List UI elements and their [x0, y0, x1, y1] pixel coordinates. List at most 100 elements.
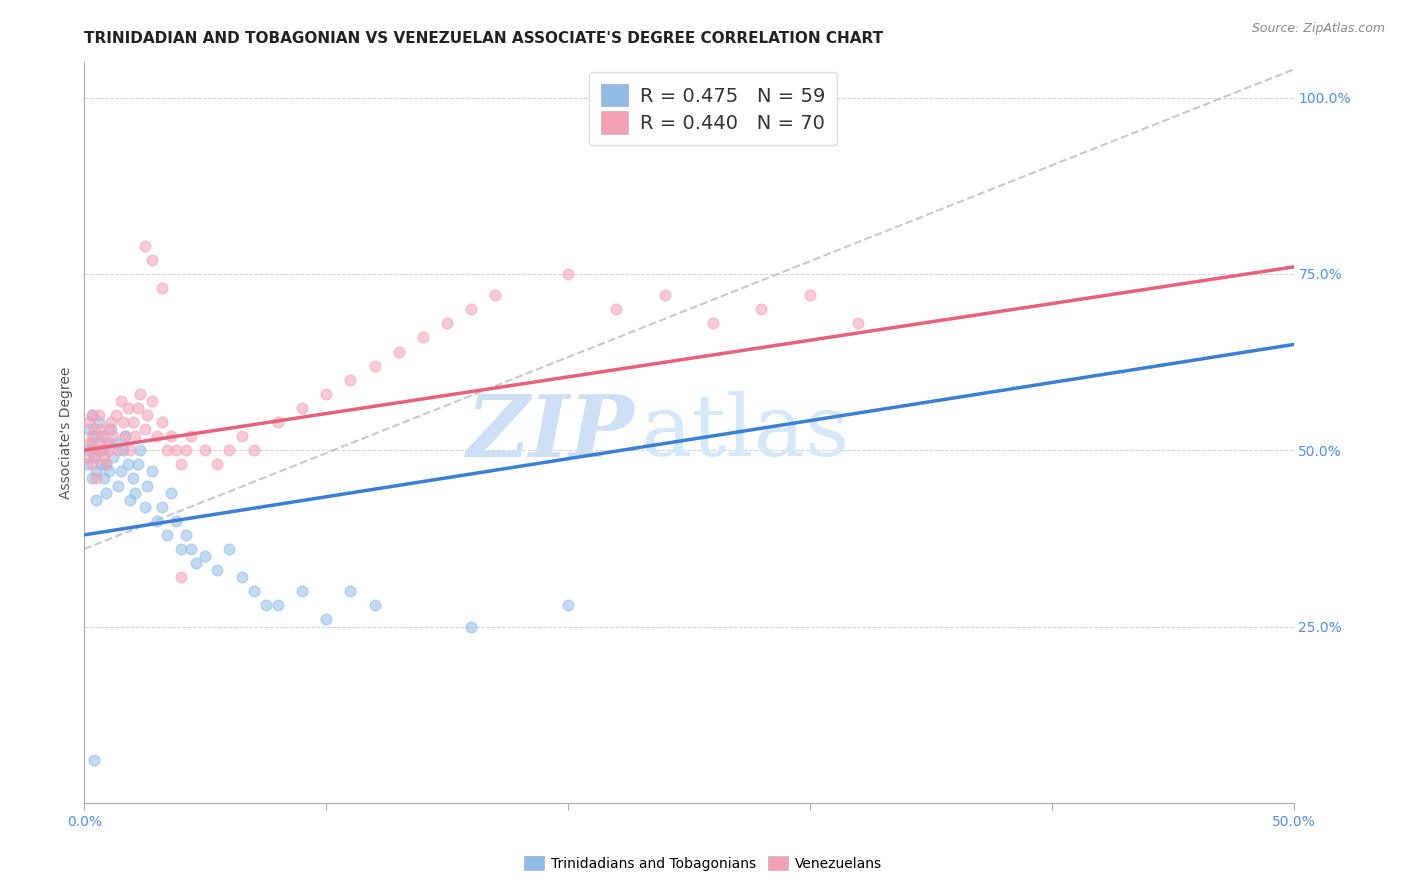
Point — [117, 458, 139, 472]
Point — [799, 288, 821, 302]
Point — [412, 330, 434, 344]
Point — [76, 450, 98, 465]
Point — [114, 429, 136, 443]
Point — [146, 429, 169, 443]
Legend: R = 0.475   N = 59, R = 0.440   N = 70: R = 0.475 N = 59, R = 0.440 N = 70 — [589, 72, 837, 145]
Point — [605, 302, 627, 317]
Point — [165, 443, 187, 458]
Point — [155, 528, 177, 542]
Point — [160, 429, 183, 443]
Point — [339, 584, 361, 599]
Point — [180, 429, 202, 443]
Point — [315, 387, 337, 401]
Point — [80, 429, 103, 443]
Point — [121, 471, 143, 485]
Point — [150, 415, 173, 429]
Point — [112, 443, 135, 458]
Point — [231, 570, 253, 584]
Point — [267, 415, 290, 429]
Point — [93, 443, 115, 458]
Point — [207, 458, 229, 472]
Point — [141, 464, 163, 478]
Point — [218, 541, 240, 556]
Point — [170, 570, 193, 584]
Point — [100, 422, 122, 436]
Point — [751, 302, 773, 317]
Point — [150, 281, 173, 295]
Point — [267, 599, 290, 613]
Point — [77, 443, 100, 458]
Point — [702, 316, 724, 330]
Point — [94, 458, 117, 472]
Point — [97, 443, 120, 458]
Point — [94, 485, 117, 500]
Point — [103, 429, 125, 443]
Point — [129, 443, 152, 458]
Point — [87, 436, 110, 450]
Point — [291, 584, 314, 599]
Point — [141, 252, 163, 267]
Point — [86, 492, 108, 507]
Point — [170, 458, 193, 472]
Text: Source: ZipAtlas.com: Source: ZipAtlas.com — [1251, 22, 1385, 36]
Point — [107, 443, 129, 458]
Point — [77, 415, 100, 429]
Point — [242, 443, 264, 458]
Point — [104, 436, 127, 450]
Point — [86, 450, 108, 465]
Point — [90, 422, 112, 436]
Point — [170, 541, 193, 556]
Point — [77, 436, 100, 450]
Point — [127, 458, 149, 472]
Point — [120, 492, 142, 507]
Point — [93, 429, 115, 443]
Point — [315, 612, 337, 626]
Point — [136, 478, 159, 492]
Point — [484, 288, 506, 302]
Point — [124, 429, 146, 443]
Text: atlas: atlas — [641, 391, 849, 475]
Point — [94, 436, 117, 450]
Point — [80, 458, 103, 472]
Point — [242, 584, 264, 599]
Point — [254, 599, 277, 613]
Point — [231, 429, 253, 443]
Point — [87, 415, 110, 429]
Point — [80, 436, 103, 450]
Point — [80, 471, 103, 485]
Point — [83, 443, 105, 458]
Point — [124, 485, 146, 500]
Point — [557, 267, 579, 281]
Point — [207, 563, 229, 577]
Point — [194, 549, 217, 563]
Point — [127, 401, 149, 415]
Point — [94, 458, 117, 472]
Point — [136, 408, 159, 422]
Point — [436, 316, 458, 330]
Point — [103, 450, 125, 465]
Point — [218, 443, 240, 458]
Point — [134, 500, 156, 514]
Point — [110, 464, 132, 478]
Point — [87, 408, 110, 422]
Point — [194, 443, 217, 458]
Point — [93, 471, 115, 485]
Point — [86, 471, 108, 485]
Point — [83, 754, 105, 768]
Point — [90, 443, 112, 458]
Point — [87, 443, 110, 458]
Point — [97, 422, 120, 436]
Point — [363, 599, 385, 613]
Point — [97, 436, 120, 450]
Point — [460, 619, 482, 633]
Point — [339, 373, 361, 387]
Text: ZIP: ZIP — [467, 391, 634, 475]
Point — [83, 422, 105, 436]
Y-axis label: Associate's Degree: Associate's Degree — [59, 367, 73, 499]
Point — [165, 514, 187, 528]
Point — [846, 316, 869, 330]
Point — [110, 393, 132, 408]
Point — [86, 464, 108, 478]
Text: TRINIDADIAN AND TOBAGONIAN VS VENEZUELAN ASSOCIATE'S DEGREE CORRELATION CHART: TRINIDADIAN AND TOBAGONIAN VS VENEZUELAN… — [84, 31, 883, 46]
Point — [117, 401, 139, 415]
